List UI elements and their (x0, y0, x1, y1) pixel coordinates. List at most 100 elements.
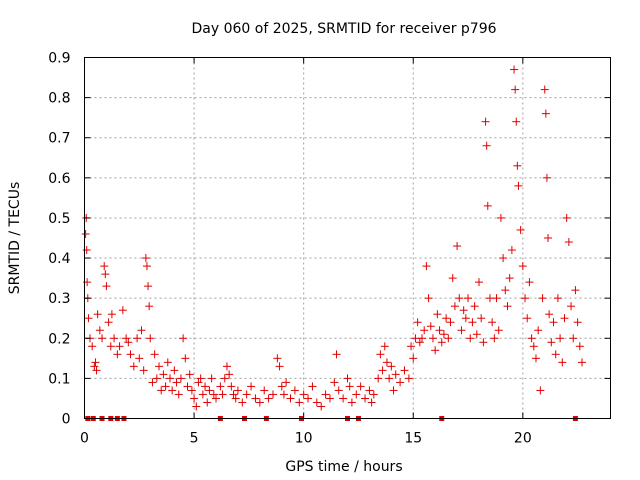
x-tick-label: 10 (295, 431, 313, 447)
data-point (503, 302, 512, 311)
data-point (482, 141, 491, 150)
data-point (492, 294, 501, 303)
data-point (560, 314, 569, 323)
data-point (163, 358, 172, 367)
data-point (564, 238, 573, 247)
data-point (251, 394, 260, 403)
data-point (347, 398, 356, 407)
data-point (553, 294, 562, 303)
y-tick-label: 0.4 (48, 251, 70, 267)
data-point (407, 342, 416, 351)
data-point (339, 394, 348, 403)
data-point (279, 390, 288, 399)
data-point (428, 334, 437, 343)
data-point (277, 382, 286, 391)
data-point (523, 314, 532, 323)
axis-ticks (84, 57, 611, 419)
data-point (187, 386, 196, 395)
data-point (255, 398, 264, 407)
data-point (220, 374, 229, 383)
data-point (569, 334, 578, 343)
data-point (479, 338, 488, 347)
data-point (115, 342, 124, 351)
data-point (161, 382, 170, 391)
data-point (510, 65, 519, 74)
data-point (389, 386, 398, 395)
data-point (400, 366, 409, 375)
data-point (192, 402, 201, 411)
data-point (575, 342, 584, 351)
data-point (499, 254, 508, 263)
data-point (490, 334, 499, 343)
data-point (450, 302, 459, 311)
data-point (404, 374, 413, 383)
y-tick-label: 0.9 (48, 51, 70, 67)
data-point (439, 330, 448, 339)
x-tick-labels: 0 5 10 15 20 (80, 431, 532, 447)
data-point (385, 374, 394, 383)
x-tick-label: 5 (190, 431, 199, 447)
data-point (113, 350, 122, 359)
data-point (227, 382, 236, 391)
data-point (343, 374, 352, 383)
data-point (505, 274, 514, 283)
data-point (544, 234, 553, 242)
data-point (571, 286, 580, 295)
data-point (104, 318, 113, 327)
data-point (356, 382, 365, 391)
data-point (88, 342, 97, 351)
data-point (518, 262, 527, 271)
data-point (172, 378, 181, 387)
data-point (209, 390, 218, 399)
data-point (205, 386, 214, 395)
data-point (567, 302, 576, 311)
data-point (422, 262, 431, 271)
data-point (299, 390, 308, 399)
data-point (141, 254, 150, 263)
x-tick-label: 20 (514, 431, 532, 447)
data-point (203, 398, 212, 407)
data-point (231, 394, 240, 403)
data-point (457, 326, 466, 335)
data-point (242, 390, 251, 399)
data-point (382, 358, 391, 367)
data-point (198, 390, 207, 399)
data-point (168, 386, 177, 395)
data-point (501, 286, 510, 295)
data-point (91, 358, 100, 367)
data-point (124, 338, 133, 347)
data-point (470, 302, 479, 311)
data-point (534, 326, 543, 335)
data-point (102, 282, 111, 291)
data-point (488, 318, 497, 327)
data-point (290, 386, 299, 395)
data-point (511, 85, 520, 94)
data-point (135, 354, 144, 363)
data-point (459, 306, 468, 315)
y-tick-label: 0.6 (48, 171, 70, 187)
data-point (448, 274, 457, 283)
data-point (286, 394, 295, 403)
data-points (81, 65, 587, 411)
data-point (374, 374, 383, 383)
data-point (194, 378, 203, 387)
y-tick-label: 0.1 (48, 371, 70, 387)
data-point (365, 386, 374, 395)
data-point (541, 109, 550, 118)
data-point (521, 294, 530, 303)
data-point (139, 366, 148, 375)
data-point (413, 318, 422, 327)
data-point (531, 354, 540, 363)
data-point (92, 366, 101, 375)
data-point (345, 382, 354, 391)
data-point (514, 181, 523, 190)
data-point (525, 278, 534, 287)
data-point (137, 326, 146, 335)
y-tick-label: 0.3 (48, 291, 70, 307)
data-point (512, 117, 521, 126)
data-point (247, 382, 256, 391)
data-point (84, 314, 93, 323)
data-point (578, 358, 587, 367)
data-point (90, 362, 99, 371)
